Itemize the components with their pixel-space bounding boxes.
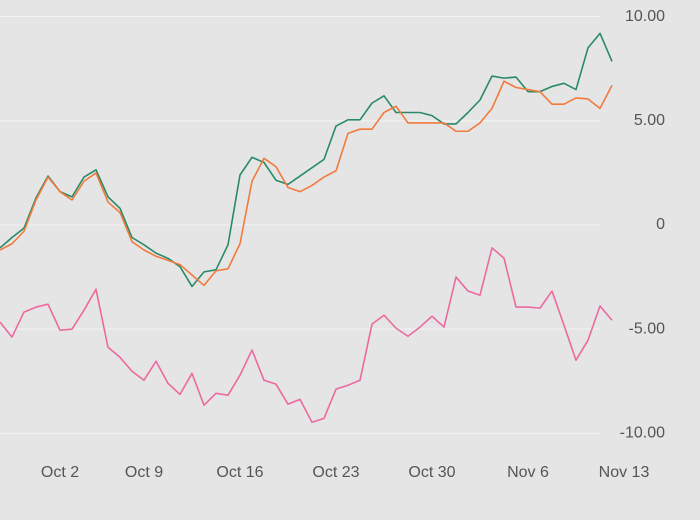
series-line — [0, 32, 613, 288]
y-tick-label: 5.00 — [634, 112, 665, 129]
y-tick-label: -10.00 — [620, 425, 665, 442]
x-tick-label: Nov 6 — [507, 464, 549, 481]
x-tick-label: Oct 23 — [312, 464, 359, 481]
x-tick-label: Oct 16 — [216, 464, 263, 481]
x-tick-label: Oct 2 — [41, 464, 79, 481]
series-line — [0, 247, 613, 424]
x-tick-label: Oct 30 — [408, 464, 455, 481]
series-line — [0, 80, 613, 287]
y-tick-label: 0 — [656, 216, 665, 233]
x-tick-label: Oct 9 — [125, 464, 163, 481]
y-tick-label: 10.00 — [625, 8, 665, 25]
y-tick-label: -5.00 — [629, 320, 666, 337]
x-tick-label: Nov 13 — [599, 464, 650, 481]
